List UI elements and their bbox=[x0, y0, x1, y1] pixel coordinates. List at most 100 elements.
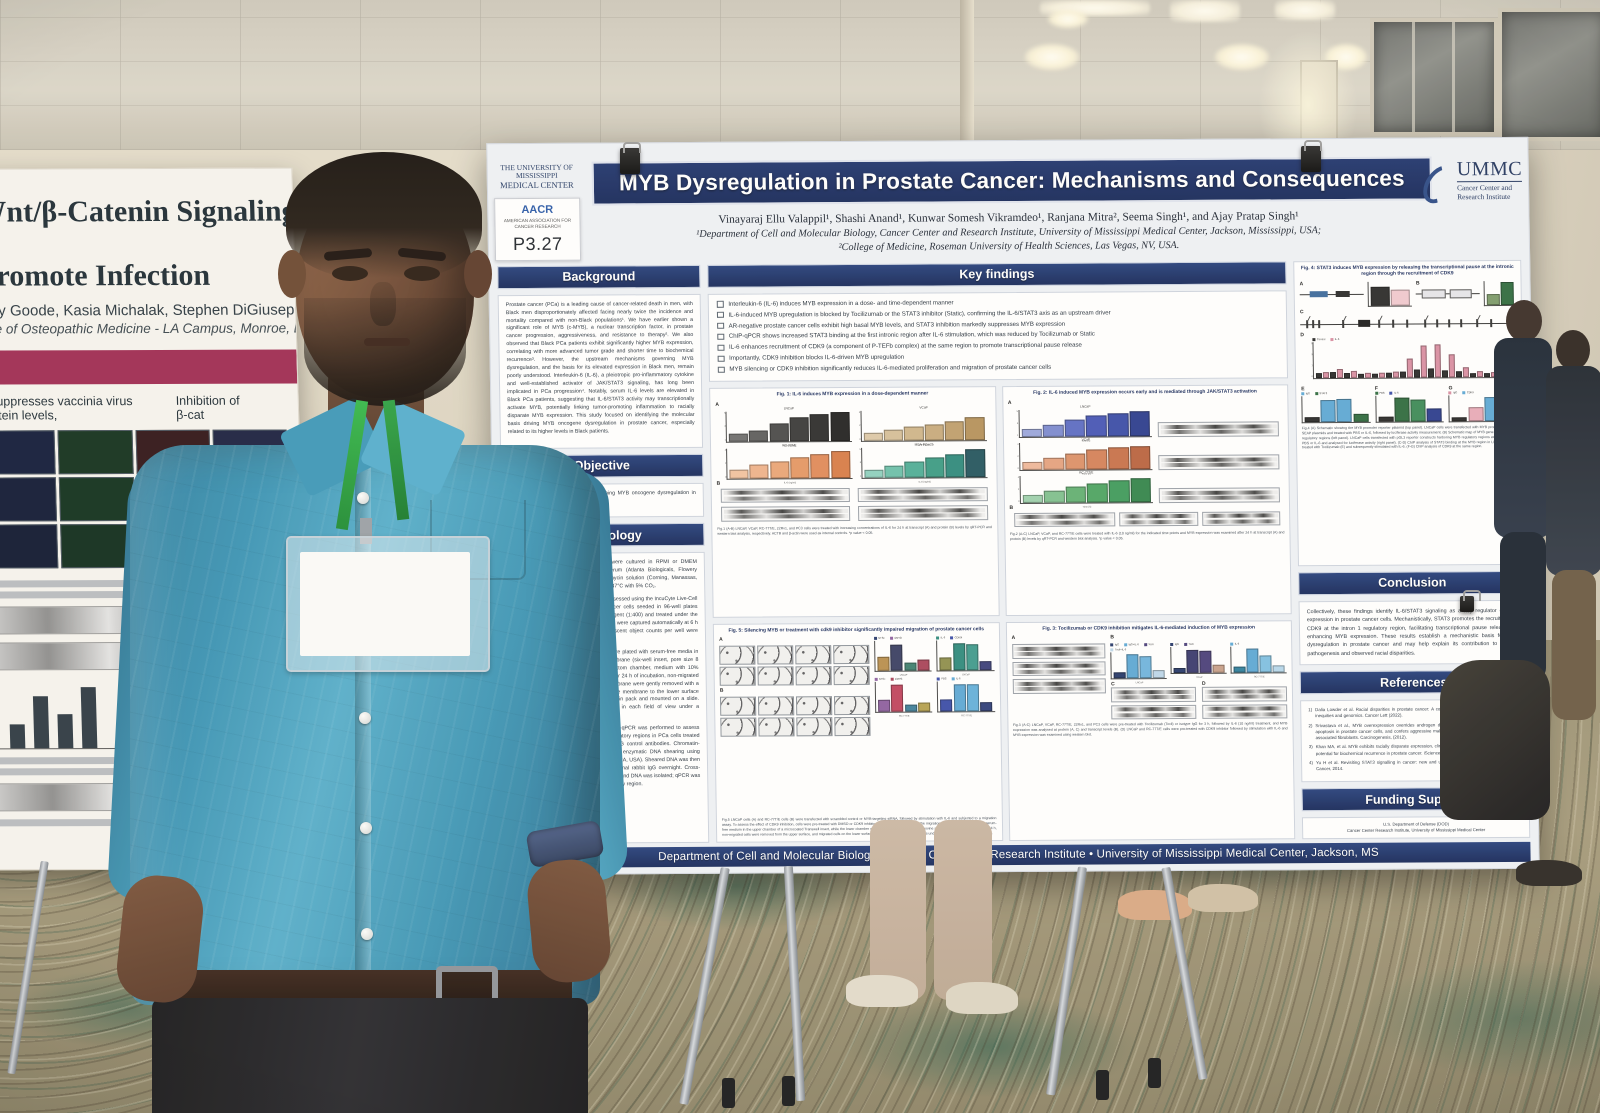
easel-foot bbox=[1096, 1070, 1109, 1100]
eye-right bbox=[404, 266, 440, 281]
blot-band-actin bbox=[723, 514, 848, 520]
blot-band-myb bbox=[1014, 681, 1104, 686]
figure-1: Fig. 1: IL-6 induces MYB expression in a… bbox=[709, 386, 1000, 618]
chart-legend: NTSc siMYB bbox=[874, 678, 931, 682]
blot-band-actin bbox=[1014, 686, 1104, 692]
figure-1-title: Fig. 1: IL-6 induces MYB expression in a… bbox=[776, 391, 929, 398]
ceiling-panel-light bbox=[1275, 0, 1335, 20]
chart-legend: IgG STAT3 bbox=[1301, 392, 1370, 396]
fig4-chart-cdk9-chip bbox=[1374, 395, 1445, 423]
x-axis-label: RC-77T/E bbox=[1253, 675, 1265, 679]
blot-band-actin bbox=[1204, 712, 1285, 717]
panel-label-A: A bbox=[1011, 635, 1016, 642]
checkbox-icon bbox=[716, 300, 724, 308]
binder-clip[interactable] bbox=[1301, 140, 1322, 172]
western-blot bbox=[1011, 661, 1106, 677]
exon bbox=[1436, 319, 1438, 328]
migration-image bbox=[758, 717, 795, 738]
primer-marker bbox=[1342, 315, 1347, 322]
blot-band-myb bbox=[723, 490, 848, 496]
migration-image bbox=[719, 646, 756, 666]
bystander-shoe bbox=[1118, 890, 1192, 920]
bystander-person bbox=[860, 700, 1010, 1030]
gene-element bbox=[1450, 289, 1473, 299]
x-axis-label: VCaP bbox=[1196, 676, 1203, 680]
blot-band-myb bbox=[1204, 689, 1285, 694]
interior-window bbox=[1370, 18, 1498, 136]
bystander-person bbox=[1492, 300, 1552, 682]
blot-band-actin bbox=[1204, 694, 1285, 700]
shirt-button bbox=[359, 712, 371, 724]
figure-1-caption: Fig.1 (A-B) LNCaP, VCaP, RC-77T/E, 22Rv1… bbox=[717, 524, 992, 536]
exon bbox=[1318, 320, 1320, 329]
bystander-legs bbox=[934, 820, 992, 1000]
blot-band-actin bbox=[723, 495, 848, 501]
figure-4-title: Fig. 4: STAT3 induces MYB expression by … bbox=[1300, 264, 1514, 278]
western-blot bbox=[1157, 421, 1279, 437]
blot-band-myb bbox=[860, 489, 985, 495]
checkbox-icon bbox=[717, 333, 724, 341]
panel-label-B: B bbox=[1110, 634, 1114, 641]
western-blot bbox=[1158, 487, 1280, 503]
primer-marker bbox=[1378, 315, 1383, 322]
western-blot bbox=[1013, 512, 1116, 528]
ummc-sub-2: Research Institute bbox=[1457, 191, 1511, 202]
primer-marker bbox=[1306, 316, 1311, 323]
blot-band-actin bbox=[1016, 520, 1114, 525]
migration-image bbox=[719, 697, 757, 717]
figure-3-caption: Fig.3 (A-C) LNCaP, VCaP, RC-77T/E, 22Rv1… bbox=[1012, 721, 1288, 738]
blot-band-myb bbox=[723, 508, 848, 514]
chart-title: MDA-PCa-2b bbox=[914, 442, 934, 447]
ear-left bbox=[278, 250, 306, 298]
ear-right bbox=[464, 250, 492, 298]
micrograph bbox=[0, 477, 58, 522]
blot-band-actin bbox=[1014, 651, 1104, 657]
fig3-chart-lncap: LNCaP bbox=[1110, 652, 1167, 685]
exon bbox=[1460, 319, 1462, 328]
blot-band-myb bbox=[1113, 689, 1194, 695]
chart-title: VCaP bbox=[1081, 437, 1090, 442]
checkbox-icon bbox=[716, 311, 724, 319]
blot-band-myb bbox=[860, 507, 986, 513]
bystander-shoe bbox=[946, 982, 1018, 1014]
x-axis-label: LNCaP bbox=[899, 674, 908, 678]
figure-2-title: Fig. 2: IL-6 induced MYB expression occu… bbox=[1033, 389, 1257, 397]
chart-title: VCaP bbox=[919, 405, 928, 410]
recessed-light bbox=[1048, 10, 1088, 28]
migration-image bbox=[795, 666, 832, 686]
figure-3-title: Fig. 3: Tocilizumab or CDK9 inhibition m… bbox=[1042, 625, 1256, 632]
fig3-chart-vcap: VCaP bbox=[1170, 647, 1227, 679]
exon bbox=[1406, 319, 1408, 328]
blot-band-actin bbox=[1161, 462, 1277, 468]
gene-element bbox=[1422, 289, 1447, 299]
chart-legend: IL-6 bbox=[1230, 643, 1286, 647]
blot-band-actin bbox=[860, 513, 986, 519]
western-blot bbox=[1201, 511, 1281, 527]
binder-clip[interactable] bbox=[620, 142, 641, 174]
blot-band-actin bbox=[860, 495, 985, 500]
poster-title: MYB Dysregulation in Prostate Cancer: Me… bbox=[618, 165, 1405, 196]
migration-image bbox=[832, 645, 870, 665]
interior-window bbox=[1498, 8, 1600, 141]
chart-legend: IgG Tocli bbox=[1170, 643, 1226, 647]
poster-authors-block: Vinayaraj Ellu Valappil¹, Shashi Anand¹,… bbox=[608, 208, 1409, 258]
blot-band-myb bbox=[1016, 514, 1114, 520]
migration-image bbox=[796, 717, 833, 737]
blot-band-actin bbox=[1161, 495, 1278, 501]
fig4-chart-luciferase bbox=[1367, 281, 1413, 307]
bystander-head bbox=[1506, 300, 1542, 342]
micrograph bbox=[0, 430, 56, 475]
intron-1-region bbox=[1358, 320, 1371, 328]
blot-band-myb bbox=[1161, 490, 1278, 495]
checkbox-icon bbox=[717, 366, 725, 373]
window-mullion bbox=[1452, 22, 1455, 132]
beard bbox=[304, 298, 466, 406]
hand-right bbox=[524, 856, 614, 986]
x-axis-label: LNCaP bbox=[962, 673, 970, 677]
binder-clip[interactable] bbox=[1460, 590, 1481, 612]
chart-legend: IL-6 CDK9i bbox=[936, 637, 993, 640]
micrograph bbox=[0, 524, 59, 569]
